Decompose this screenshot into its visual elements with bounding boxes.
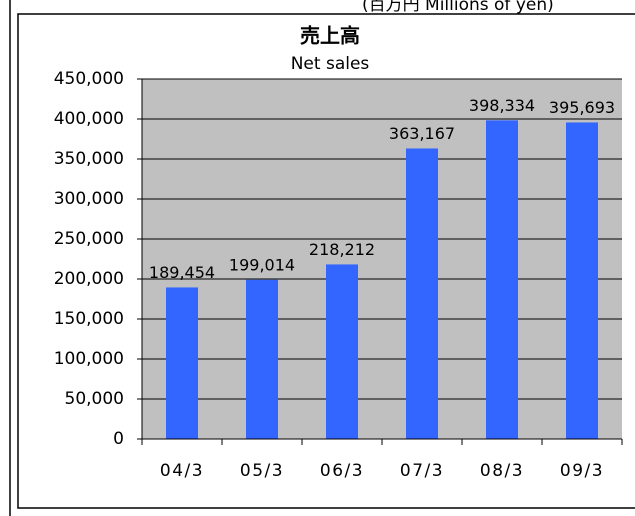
bar [486,120,518,440]
y-tick-label: 250,000 [54,229,124,249]
x-tick-label: 04/3 [160,461,204,481]
x-tick-label: 07/3 [400,461,444,481]
y-tick-label: 450,000 [54,69,124,89]
y-tick-label: 350,000 [54,149,124,169]
data-label: 199,014 [229,255,295,274]
x-tick-label: 06/3 [320,461,364,481]
y-tick-label: 300,000 [54,189,124,209]
bar [166,287,198,439]
y-tick-label: 50,000 [65,389,124,409]
unit-note: (百万円 Millions of yen) [362,0,554,15]
chart-title: 売上高 [300,24,360,48]
x-tick-label: 09/3 [560,461,604,481]
data-label: 218,212 [309,240,375,259]
y-tick-label: 400,000 [54,109,124,129]
data-label: 395,693 [549,98,615,117]
x-tick-label: 08/3 [480,461,524,481]
chart-frame [17,13,635,509]
plot-area [142,79,622,439]
bar [326,264,358,439]
bar [246,279,278,439]
y-tick-label: 200,000 [54,269,124,289]
bar [566,122,598,439]
data-label: 363,167 [389,124,455,143]
y-tick-label: 0 [113,429,124,449]
y-tick-label: 100,000 [54,349,124,369]
chart-subtitle: Net sales [291,54,370,74]
bar [406,148,438,439]
y-tick-label: 150,000 [54,309,124,329]
data-label: 398,334 [469,96,535,115]
x-tick-label: 05/3 [240,461,284,481]
data-label: 189,454 [149,263,215,282]
